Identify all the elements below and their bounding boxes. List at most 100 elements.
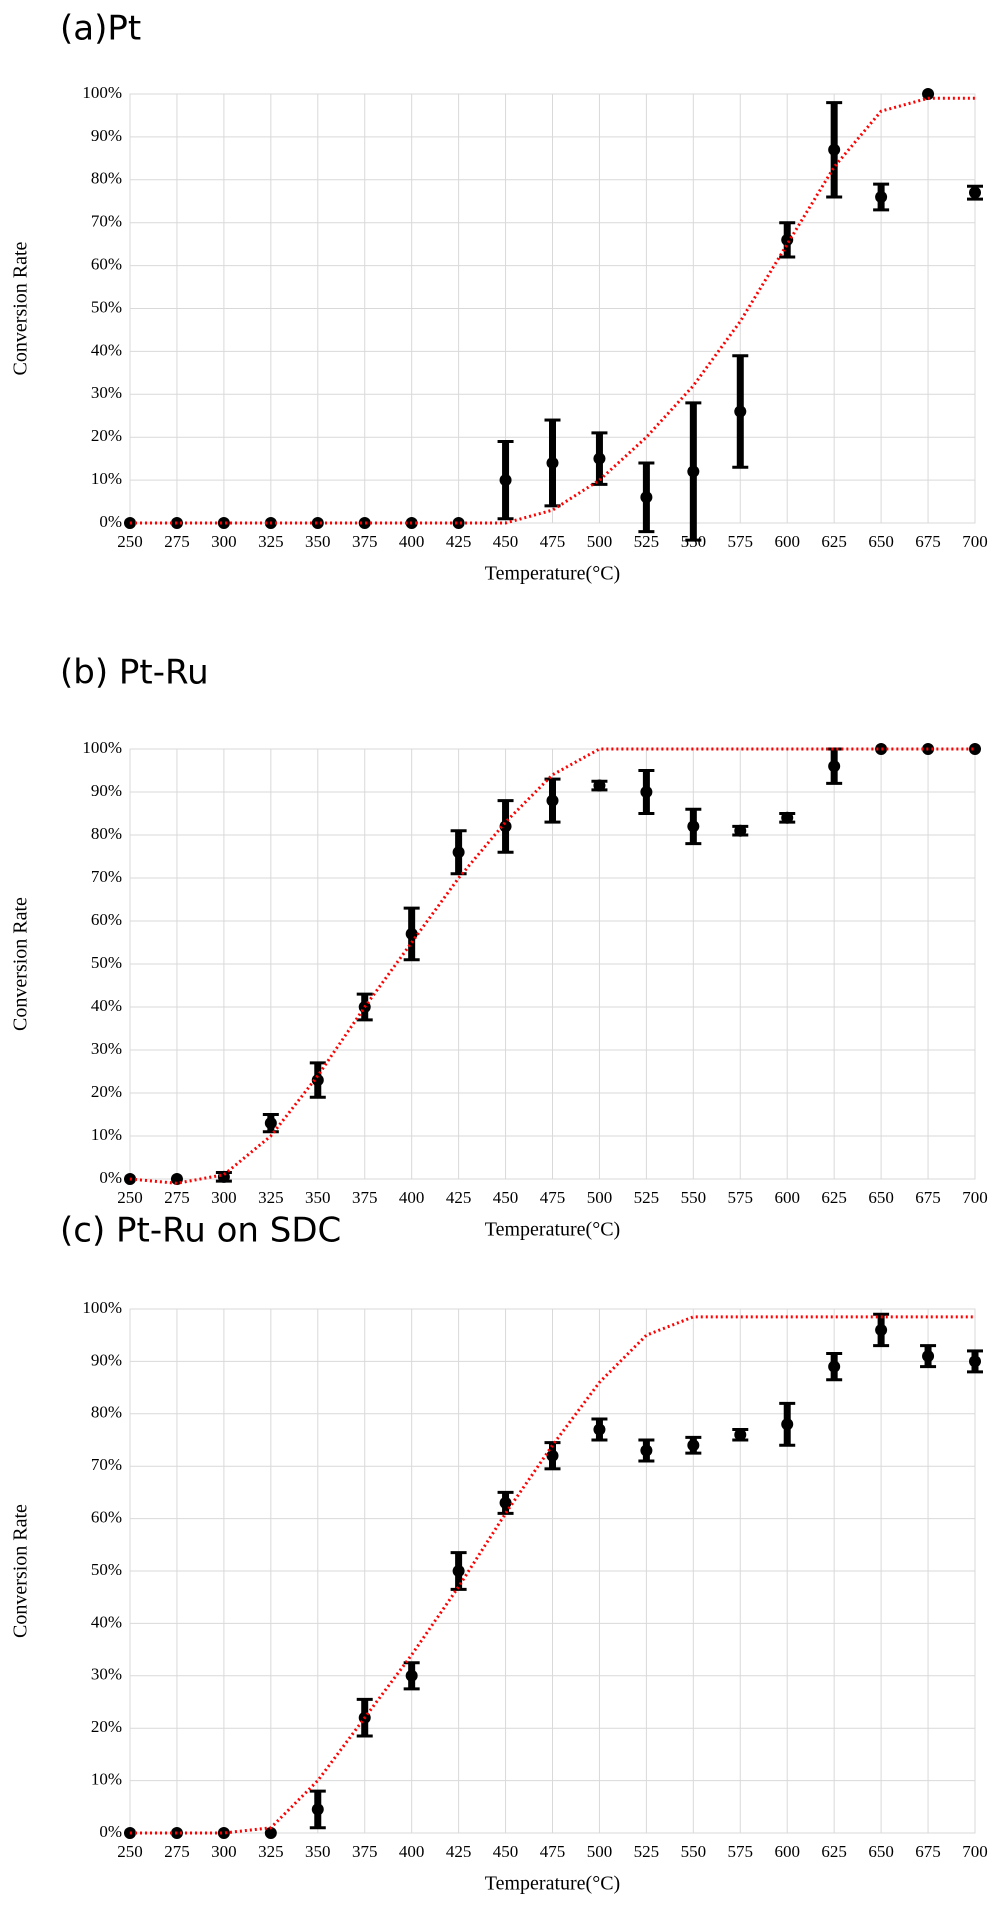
- x-tick-label: 525: [634, 532, 660, 551]
- x-tick-label: 500: [587, 1188, 613, 1207]
- x-tick-label: 300: [211, 1188, 237, 1207]
- plot-border: [129, 748, 976, 1180]
- data-point: [217, 517, 230, 529]
- y-tick-label: 10%: [91, 1125, 122, 1144]
- y-tick-label: 0%: [99, 512, 122, 531]
- x-tick-label: 475: [540, 1842, 566, 1861]
- data-point: [734, 405, 747, 418]
- data-point: [781, 811, 794, 824]
- x-tick-label: 575: [728, 1188, 754, 1207]
- x-tick-label: 250: [117, 1188, 143, 1207]
- x-tick-label: 450: [493, 1188, 519, 1207]
- x-tick-label: 375: [352, 1188, 378, 1207]
- data-point: [875, 743, 888, 755]
- y-tick-label: 70%: [91, 867, 122, 886]
- y-tick-label: 40%: [91, 340, 122, 359]
- data-point: [452, 517, 465, 529]
- y-tick-label: 50%: [91, 953, 122, 972]
- data-point: [593, 1423, 606, 1436]
- data-point: [922, 88, 935, 100]
- y-tick-label: 100%: [82, 83, 122, 102]
- y-tick-label: 60%: [91, 255, 122, 274]
- data-point: [969, 743, 981, 755]
- x-tick-label: 325: [258, 532, 284, 551]
- x-tick-label: 475: [540, 1188, 566, 1207]
- data-point: [828, 143, 841, 156]
- y-tick-label: 70%: [91, 212, 122, 231]
- y-tick-label: 20%: [91, 426, 122, 445]
- y-axis-label: Conversion Rate: [10, 1504, 32, 1638]
- x-tick-label: 425: [446, 532, 472, 551]
- x-tick-label: 375: [352, 1842, 378, 1861]
- x-axis-label: Temperature(°C): [485, 563, 620, 585]
- y-tick-label: 100%: [82, 738, 122, 757]
- y-tick-label: 80%: [91, 169, 122, 188]
- x-tick-label: 400: [399, 1842, 425, 1861]
- data-point: [828, 760, 841, 773]
- x-tick-label: 500: [587, 532, 613, 551]
- data-point: [311, 517, 324, 529]
- y-tick-label: 50%: [91, 1560, 122, 1579]
- data-point: [969, 186, 981, 199]
- y-tick-label: 40%: [91, 1612, 122, 1631]
- x-tick-label: 350: [305, 1188, 331, 1207]
- x-tick-label: 325: [258, 1188, 284, 1207]
- chart-title: (b) Pt-Ru: [60, 653, 209, 693]
- x-tick-label: 425: [446, 1842, 472, 1861]
- plot-border: [129, 93, 976, 524]
- x-tick-label: 675: [915, 1842, 941, 1861]
- fit-line: [130, 96, 975, 525]
- x-tick-label: 500: [587, 1842, 613, 1861]
- x-tick-label: 350: [305, 1842, 331, 1861]
- data-point: [264, 1117, 277, 1130]
- x-tick-label: 700: [962, 1188, 988, 1207]
- x-tick-label: 425: [446, 1188, 472, 1207]
- data-point: [358, 517, 371, 529]
- data-point: [452, 1565, 465, 1577]
- data-point: [640, 786, 653, 798]
- data-point: [499, 820, 512, 833]
- data-point: [875, 190, 888, 203]
- x-tick-label: 675: [915, 532, 941, 551]
- y-tick-label: 0%: [99, 1168, 122, 1187]
- fit-line: [130, 1315, 975, 1835]
- y-axis-label: Conversion Rate: [10, 241, 32, 375]
- x-tick-label: 650: [868, 1842, 894, 1861]
- y-tick-label: 60%: [91, 910, 122, 929]
- x-tick-label: 475: [540, 532, 566, 551]
- y-tick-label: 90%: [91, 1350, 122, 1369]
- data-point: [311, 1074, 324, 1087]
- y-tick-label: 20%: [91, 1082, 122, 1101]
- data-point: [217, 1170, 230, 1183]
- x-tick-label: 550: [681, 1188, 707, 1207]
- y-tick-label: 30%: [91, 383, 122, 402]
- x-tick-label: 600: [774, 532, 800, 551]
- y-tick-label: 20%: [91, 1717, 122, 1736]
- data-point: [640, 491, 653, 504]
- x-tick-label: 575: [728, 1842, 754, 1861]
- chart-panel: (c) Pt-Ru on SDC 0% 10% 20% 30% 40% 50% 60% 70% 8…: [10, 1211, 988, 1895]
- data-point: [546, 456, 559, 469]
- x-axis-label: Temperature(°C): [485, 1219, 620, 1241]
- chart-panel: (b) Pt-Ru 0% 10% 20% 30% 40% 50% 60% 70% 80% 90% 10…: [10, 653, 988, 1241]
- data-point: [687, 820, 700, 833]
- y-tick-label: 80%: [91, 1403, 122, 1422]
- y-tick-label: 40%: [91, 996, 122, 1015]
- data-point: [405, 1669, 418, 1682]
- x-tick-label: 275: [164, 1188, 190, 1207]
- data-point: [922, 1350, 935, 1363]
- data-point: [734, 824, 747, 837]
- data-point: [546, 794, 559, 807]
- x-axis-label: Temperature(°C): [485, 1873, 620, 1895]
- data-point: [499, 1496, 512, 1509]
- x-tick-label: 650: [868, 1188, 894, 1207]
- y-tick-label: 90%: [91, 126, 122, 145]
- y-tick-label: 30%: [91, 1665, 122, 1684]
- data-point: [593, 779, 606, 792]
- x-tick-label: 375: [352, 532, 378, 551]
- x-tick-label: 675: [915, 1188, 941, 1207]
- data-point: [452, 846, 465, 859]
- y-tick-label: 50%: [91, 297, 122, 316]
- chart-title: (c) Pt-Ru on SDC: [60, 1211, 341, 1251]
- data-point: [217, 1827, 230, 1839]
